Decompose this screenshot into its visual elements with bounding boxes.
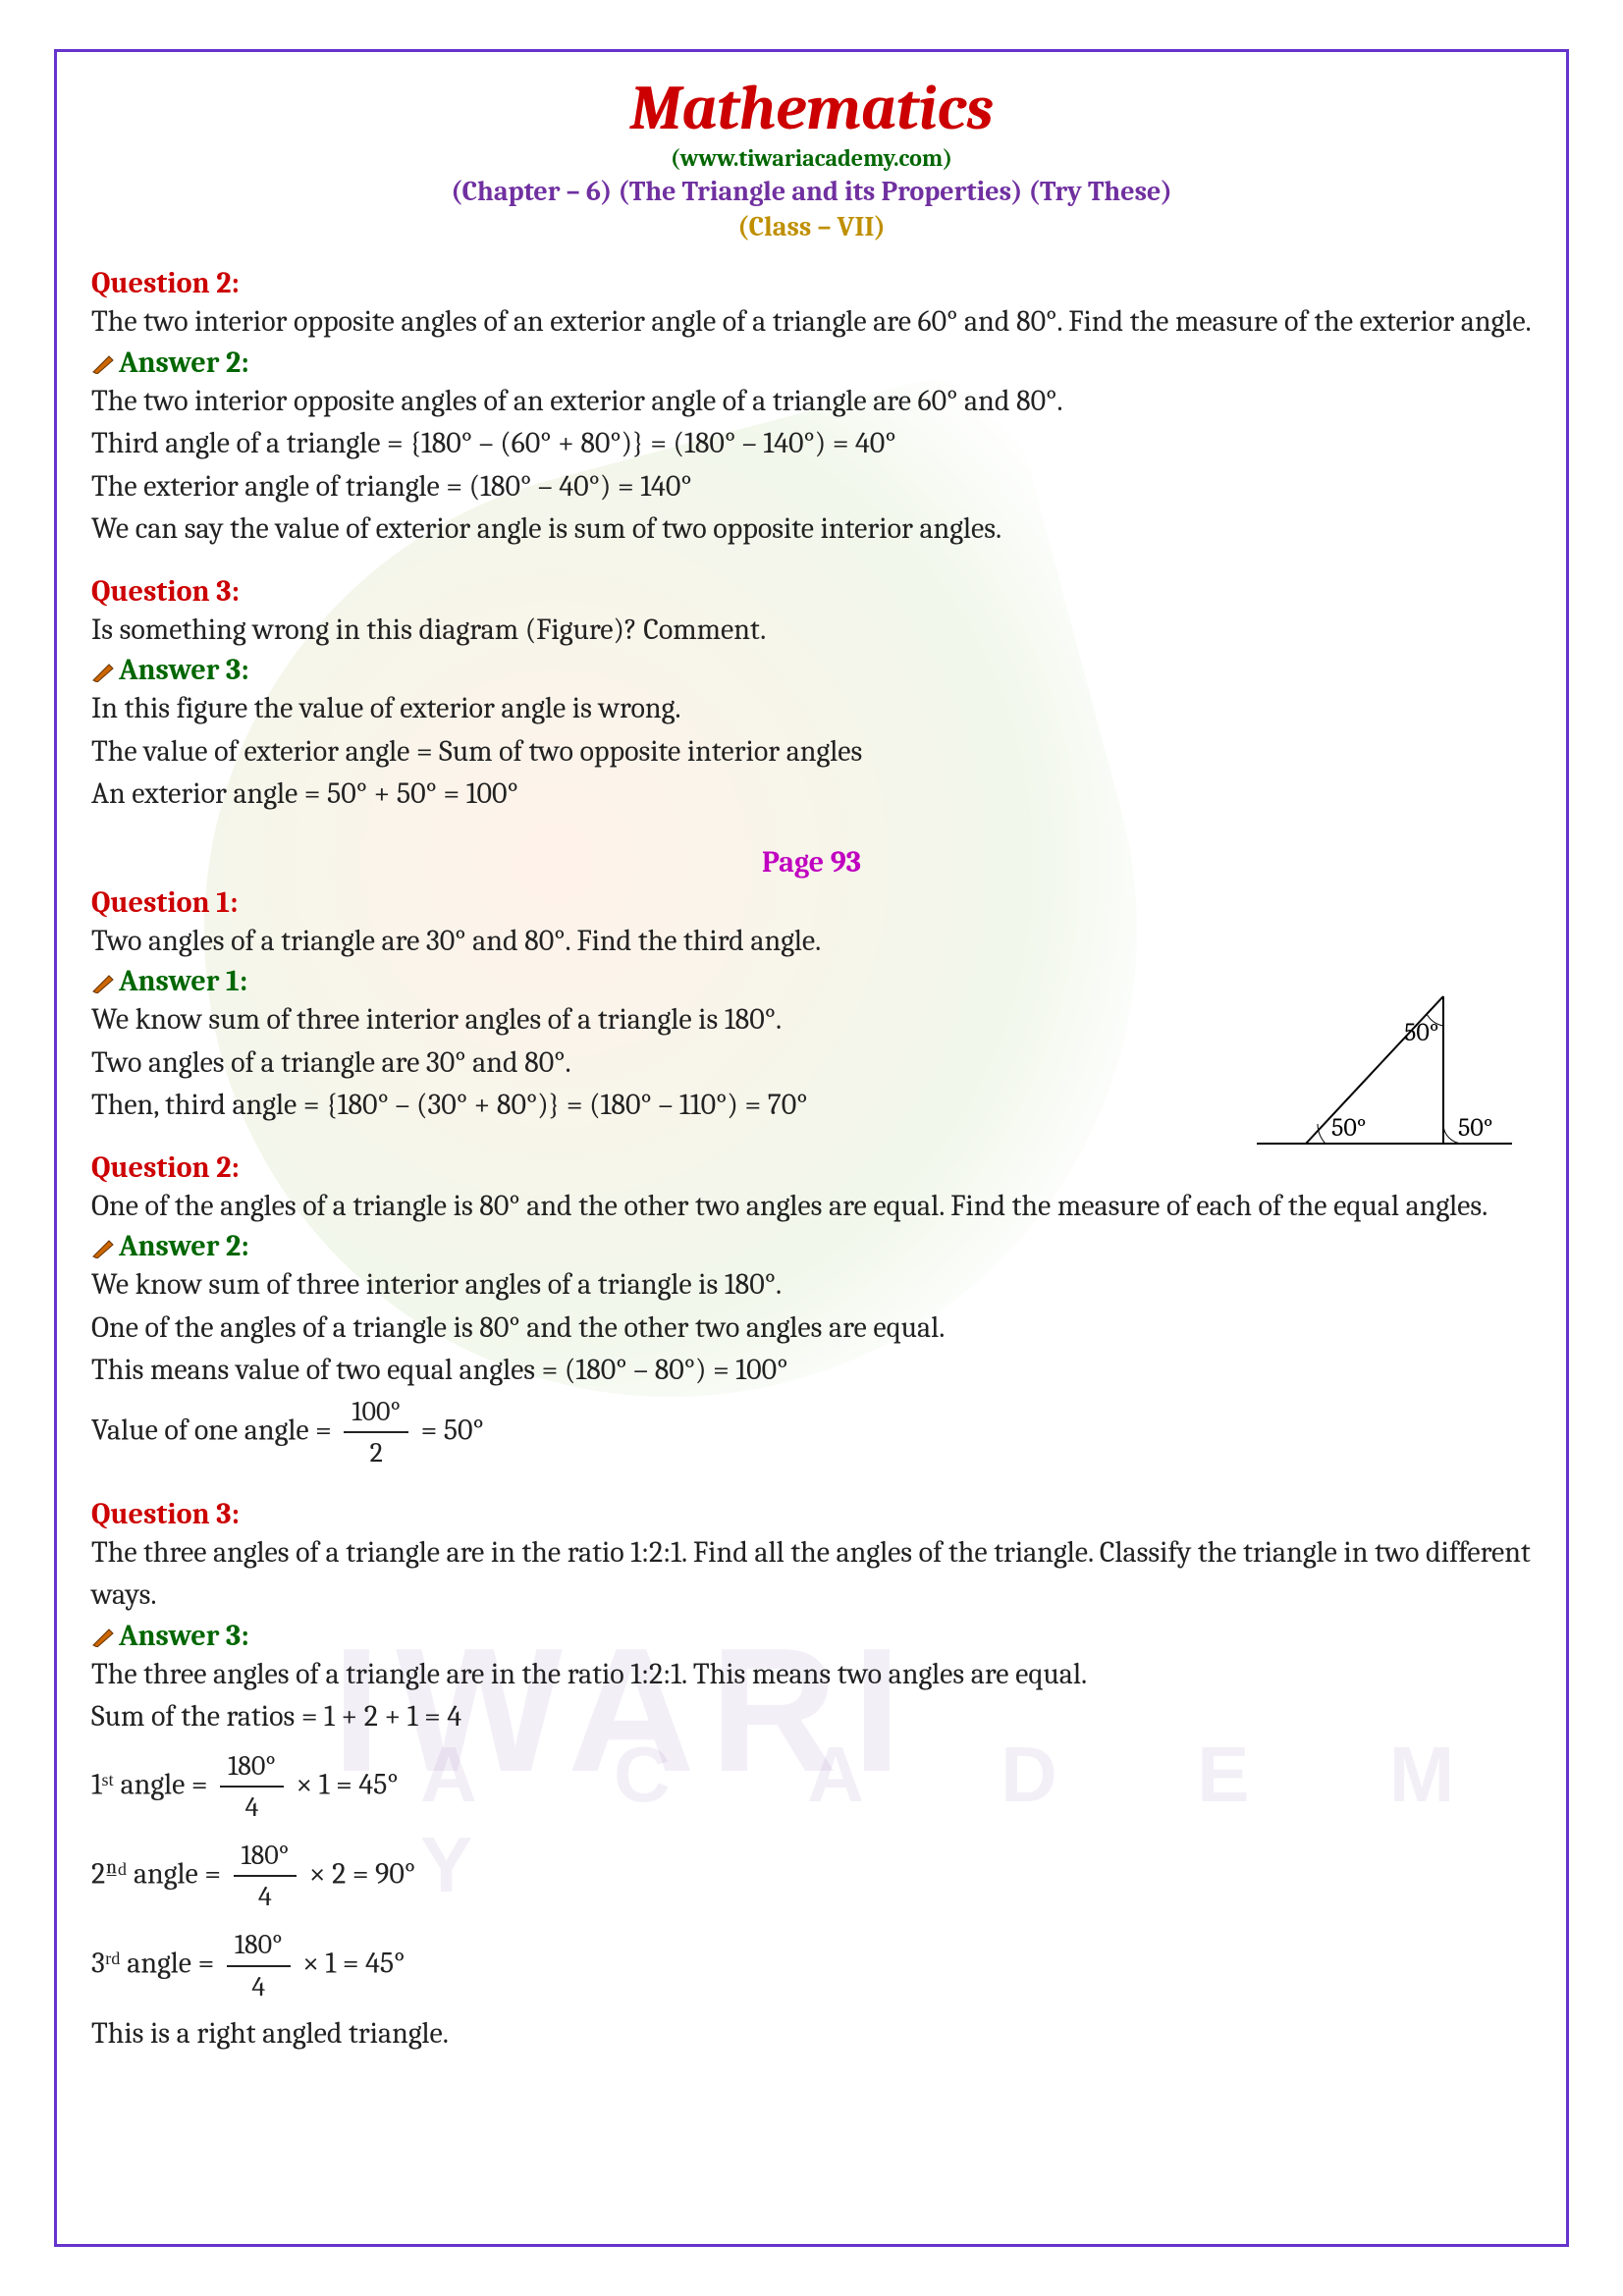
triangle-figure: 50° 50° 50° (1247, 987, 1522, 1163)
fraction: 100° 2 (344, 1392, 408, 1473)
page-border: IWARI A C A D E M Y Mathematics (www.tiw… (54, 49, 1569, 2247)
answer-fraction-line: 1ˢᵗ angle = 180° 4 × 1 = 45° (91, 1746, 1532, 1828)
question-label: Question 1: (91, 885, 1532, 920)
answer-line: We can say the value of exterior angle i… (91, 507, 1532, 551)
angle-label: 50° (1404, 1018, 1439, 1047)
answer-line: The two interior opposite angles of an e… (91, 380, 1532, 423)
question-text: Is something wrong in this diagram (Figu… (91, 609, 1122, 652)
frac-num: 180° (234, 1836, 298, 1878)
answer-label-text: Answer 1: (119, 964, 247, 998)
question-text: One of the angles of a triangle is 80° a… (91, 1185, 1532, 1228)
answer-label-text: Answer 2: (119, 346, 249, 380)
answer-line: In this figure the value of exterior ang… (91, 687, 1122, 730)
frac-num: 100° (344, 1392, 408, 1434)
answer-line: The exterior angle of triangle = (180° –… (91, 465, 1532, 508)
pen-icon (91, 1628, 115, 1647)
frac-prefix: 1ˢᵗ angle = (91, 1767, 214, 1801)
frac-den: 2 (344, 1433, 408, 1473)
frac-suffix: × 2 = 90° (309, 1856, 415, 1891)
answer-line: One of the angles of a triangle is 80° a… (91, 1307, 1532, 1350)
question-label: Question 3: (91, 574, 1532, 609)
pen-icon (91, 1239, 115, 1258)
frac-num: 180° (220, 1746, 284, 1789)
answer-label: Answer 3: (91, 1619, 1532, 1653)
answer-label: Answer 2: (91, 346, 1532, 380)
answer-line: Third angle of a triangle = {180° – (60°… (91, 422, 1532, 465)
frac-prefix: Value of one angle = (91, 1413, 338, 1447)
frac-den: 4 (227, 1967, 291, 2007)
answer-fraction-line: Value of one angle = 100° 2 = 50° (91, 1392, 1532, 1473)
angle-label: 50° (1458, 1113, 1493, 1143)
class-heading: (Class – VII) (91, 211, 1532, 242)
answer-tail: This is a right angled triangle. (91, 2012, 1532, 2056)
question-label: Question 3: (91, 1497, 1532, 1531)
answer-label-text: Answer 2: (119, 1229, 249, 1263)
pen-icon (91, 974, 115, 993)
answer-line: The value of exterior angle = Sum of two… (91, 730, 1122, 774)
answer-line: The three angles of a triangle are in th… (91, 1653, 1532, 1696)
answer-line: Sum of the ratios = 1 + 2 + 1 = 4 (91, 1695, 1532, 1738)
frac-suffix: × 1 = 45° (296, 1767, 398, 1801)
pen-icon (91, 354, 115, 374)
question-text: Two angles of a triangle are 30° and 80°… (91, 920, 1532, 963)
chapter-heading: (Chapter – 6) (The Triangle and its Prop… (91, 176, 1532, 207)
frac-suffix: = 50° (421, 1413, 484, 1447)
fraction: 180° 4 (220, 1746, 284, 1828)
answer-label-text: Answer 3: (119, 653, 249, 687)
answer-label: Answer 3: (91, 653, 1532, 687)
frac-prefix: 3ʳᵈ angle = (91, 1947, 221, 1981)
answer-fraction-line: 3ʳᵈ angle = 180° 4 × 1 = 45° (91, 1925, 1532, 2006)
answer-line: We know sum of three interior angles of … (91, 1263, 1532, 1307)
answer-line: An exterior angle = 50° + 50° = 100° (91, 773, 1532, 816)
pen-icon (91, 663, 115, 682)
page-reference: Page 93 (91, 845, 1532, 880)
fraction: 180° 4 (227, 1925, 291, 2006)
content: Mathematics (www.tiwariacademy.com) (Cha… (91, 72, 1532, 2056)
answer-line: This means value of two equal angles = (… (91, 1349, 1532, 1392)
frac-den: 4 (234, 1877, 298, 1917)
question-text: The two interior opposite angles of an e… (91, 300, 1532, 344)
frac-suffix: × 1 = 45° (302, 1947, 405, 1981)
website-link[interactable]: (www.tiwariacademy.com) (91, 144, 1532, 172)
frac-prefix: 2ⁿᵈ angle = (91, 1856, 228, 1891)
page-title: Mathematics (91, 72, 1532, 144)
fraction: 180° 4 (234, 1836, 298, 1917)
answer-label-text: Answer 3: (119, 1619, 249, 1653)
frac-num: 180° (227, 1925, 291, 1967)
answer-fraction-line: 2ⁿᵈ angle = 180° 4 × 2 = 90° (91, 1836, 1532, 1917)
frac-den: 4 (220, 1788, 284, 1828)
question-text: The three angles of a triangle are in th… (91, 1531, 1532, 1617)
answer-label: Answer 2: (91, 1229, 1532, 1263)
question-label: Question 2: (91, 266, 1532, 300)
angle-label: 50° (1331, 1113, 1367, 1143)
